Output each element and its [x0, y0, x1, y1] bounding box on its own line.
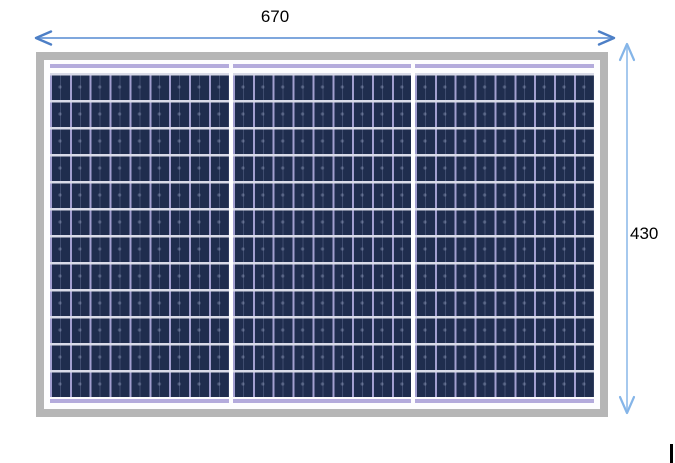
width-dimension-arrow-icon — [34, 30, 616, 46]
top-busbar-strip-row — [50, 64, 595, 68]
text-cursor[interactable] — [670, 444, 673, 463]
cell-section-2 — [232, 73, 412, 397]
busbar-strip-segment-3 — [415, 64, 595, 68]
busbar-strip-segment-2 — [232, 399, 412, 403]
cells-row — [50, 73, 595, 397]
busbar-strip-segment-1 — [50, 64, 229, 68]
busbar-strip-segment-3 — [415, 399, 595, 403]
cell-section-1 — [50, 73, 229, 397]
height-dimension-arrow-icon — [618, 42, 636, 415]
busbar-strip-segment-2 — [232, 64, 412, 68]
solar-panel — [36, 52, 608, 417]
busbar-strip-segment-1 — [50, 399, 229, 403]
bottom-busbar-strip-row — [50, 399, 595, 403]
cell-section-3 — [415, 73, 595, 397]
panel-laminate — [44, 60, 600, 409]
width-dimension-label: 670 — [260, 7, 290, 26]
height-dimension-label: 430 — [630, 224, 659, 243]
